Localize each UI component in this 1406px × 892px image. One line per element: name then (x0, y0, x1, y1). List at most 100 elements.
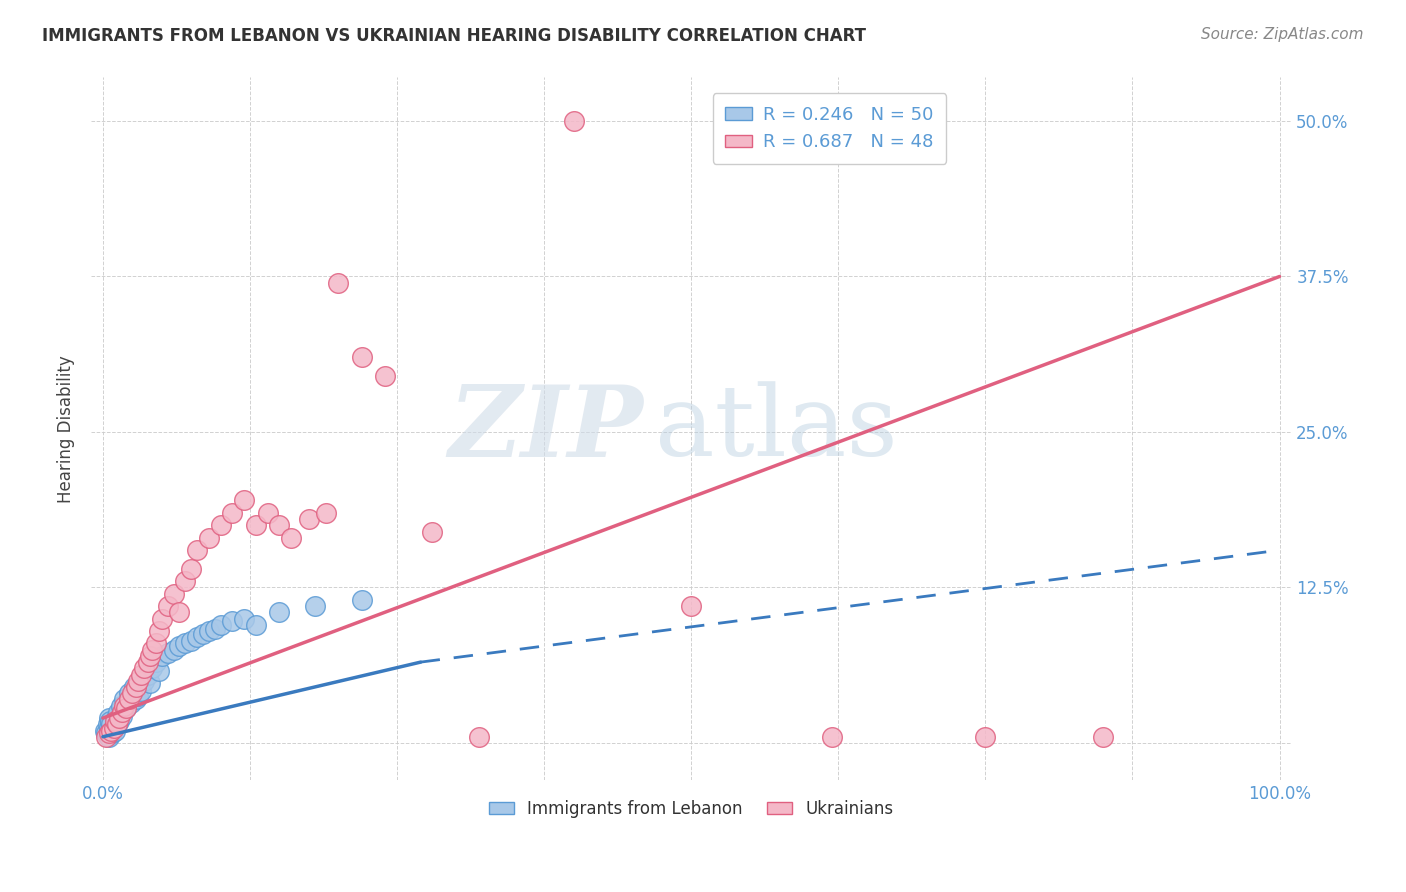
Point (122, 680, 145, 694)
Point (97, 721, 120, 735)
Point (681, 599, 703, 614)
Point (97, 726, 120, 740)
Point (103, 721, 125, 735)
Point (104, 711, 127, 725)
Point (97, 711, 120, 725)
Point (156, 647, 179, 661)
Point (104, 723, 127, 738)
Point (169, 639, 191, 653)
Point (148, 624, 170, 638)
Point (221, 506, 243, 520)
Point (105, 717, 128, 731)
Point (156, 599, 179, 614)
Point (129, 683, 152, 698)
Point (245, 617, 267, 632)
Text: IMMIGRANTS FROM LEBANON VS UKRAINIAN HEARING DISABILITY CORRELATION CHART: IMMIGRANTS FROM LEBANON VS UKRAINIAN HEA… (42, 27, 866, 45)
Point (562, 114, 585, 128)
Point (139, 648, 162, 663)
Point (162, 642, 184, 657)
Point (221, 614, 243, 628)
Point (98, 723, 121, 738)
Point (1092, 730, 1115, 744)
Point (120, 696, 142, 710)
Point (150, 611, 173, 625)
Point (115, 701, 138, 715)
Point (141, 642, 163, 657)
Point (198, 624, 221, 638)
Point (103, 721, 125, 735)
Point (97, 730, 120, 744)
Point (280, 531, 302, 545)
Point (115, 701, 138, 715)
Point (118, 686, 141, 700)
Point (94, 723, 117, 738)
Point (110, 698, 132, 713)
Point (118, 692, 141, 706)
Text: ZIP: ZIP (449, 381, 643, 477)
Text: Source: ZipAtlas.com: Source: ZipAtlas.com (1201, 27, 1364, 42)
Point (174, 574, 197, 589)
Point (136, 667, 159, 681)
Point (132, 661, 155, 675)
Point (125, 680, 148, 694)
Point (350, 351, 373, 365)
Point (96, 726, 118, 740)
Point (108, 714, 131, 728)
Point (127, 689, 149, 703)
Point (108, 711, 131, 725)
Point (121, 686, 143, 700)
Point (315, 506, 337, 520)
Point (191, 626, 214, 640)
Point (821, 730, 844, 744)
Point (233, 493, 256, 508)
Point (111, 705, 134, 719)
Point (468, 730, 491, 744)
Point (150, 648, 173, 663)
Point (145, 655, 167, 669)
Point (422, 524, 444, 539)
Point (105, 717, 128, 731)
Point (97, 717, 120, 731)
Point (186, 543, 208, 558)
Point (374, 369, 396, 384)
Point (127, 673, 149, 688)
Point (148, 664, 170, 678)
Point (298, 512, 321, 526)
Point (186, 630, 208, 644)
Point (256, 506, 278, 520)
Point (107, 705, 129, 719)
Point (169, 606, 191, 620)
Point (141, 661, 163, 675)
Point (198, 531, 221, 545)
Point (328, 276, 350, 290)
Point (104, 714, 127, 728)
Point (139, 676, 162, 690)
Point (269, 518, 291, 533)
Point (180, 562, 202, 576)
Point (180, 634, 202, 648)
Point (136, 655, 159, 669)
Point (132, 673, 155, 688)
Y-axis label: Hearing Disability: Hearing Disability (58, 355, 75, 503)
Point (100, 717, 122, 731)
Point (245, 518, 267, 533)
Point (209, 518, 232, 533)
Point (112, 698, 135, 713)
Point (174, 636, 197, 650)
Point (97, 729, 120, 743)
Point (233, 611, 256, 625)
Point (112, 692, 135, 706)
Point (204, 622, 226, 636)
Point (209, 617, 232, 632)
Point (125, 692, 148, 706)
Point (269, 606, 291, 620)
Point (96, 730, 118, 744)
Point (162, 587, 184, 601)
Text: atlas: atlas (655, 381, 898, 476)
Point (111, 708, 134, 723)
Point (350, 593, 373, 607)
Point (304, 599, 326, 614)
Point (145, 636, 167, 650)
Point (101, 726, 124, 740)
Legend: Immigrants from Lebanon, Ukrainians: Immigrants from Lebanon, Ukrainians (482, 793, 901, 825)
